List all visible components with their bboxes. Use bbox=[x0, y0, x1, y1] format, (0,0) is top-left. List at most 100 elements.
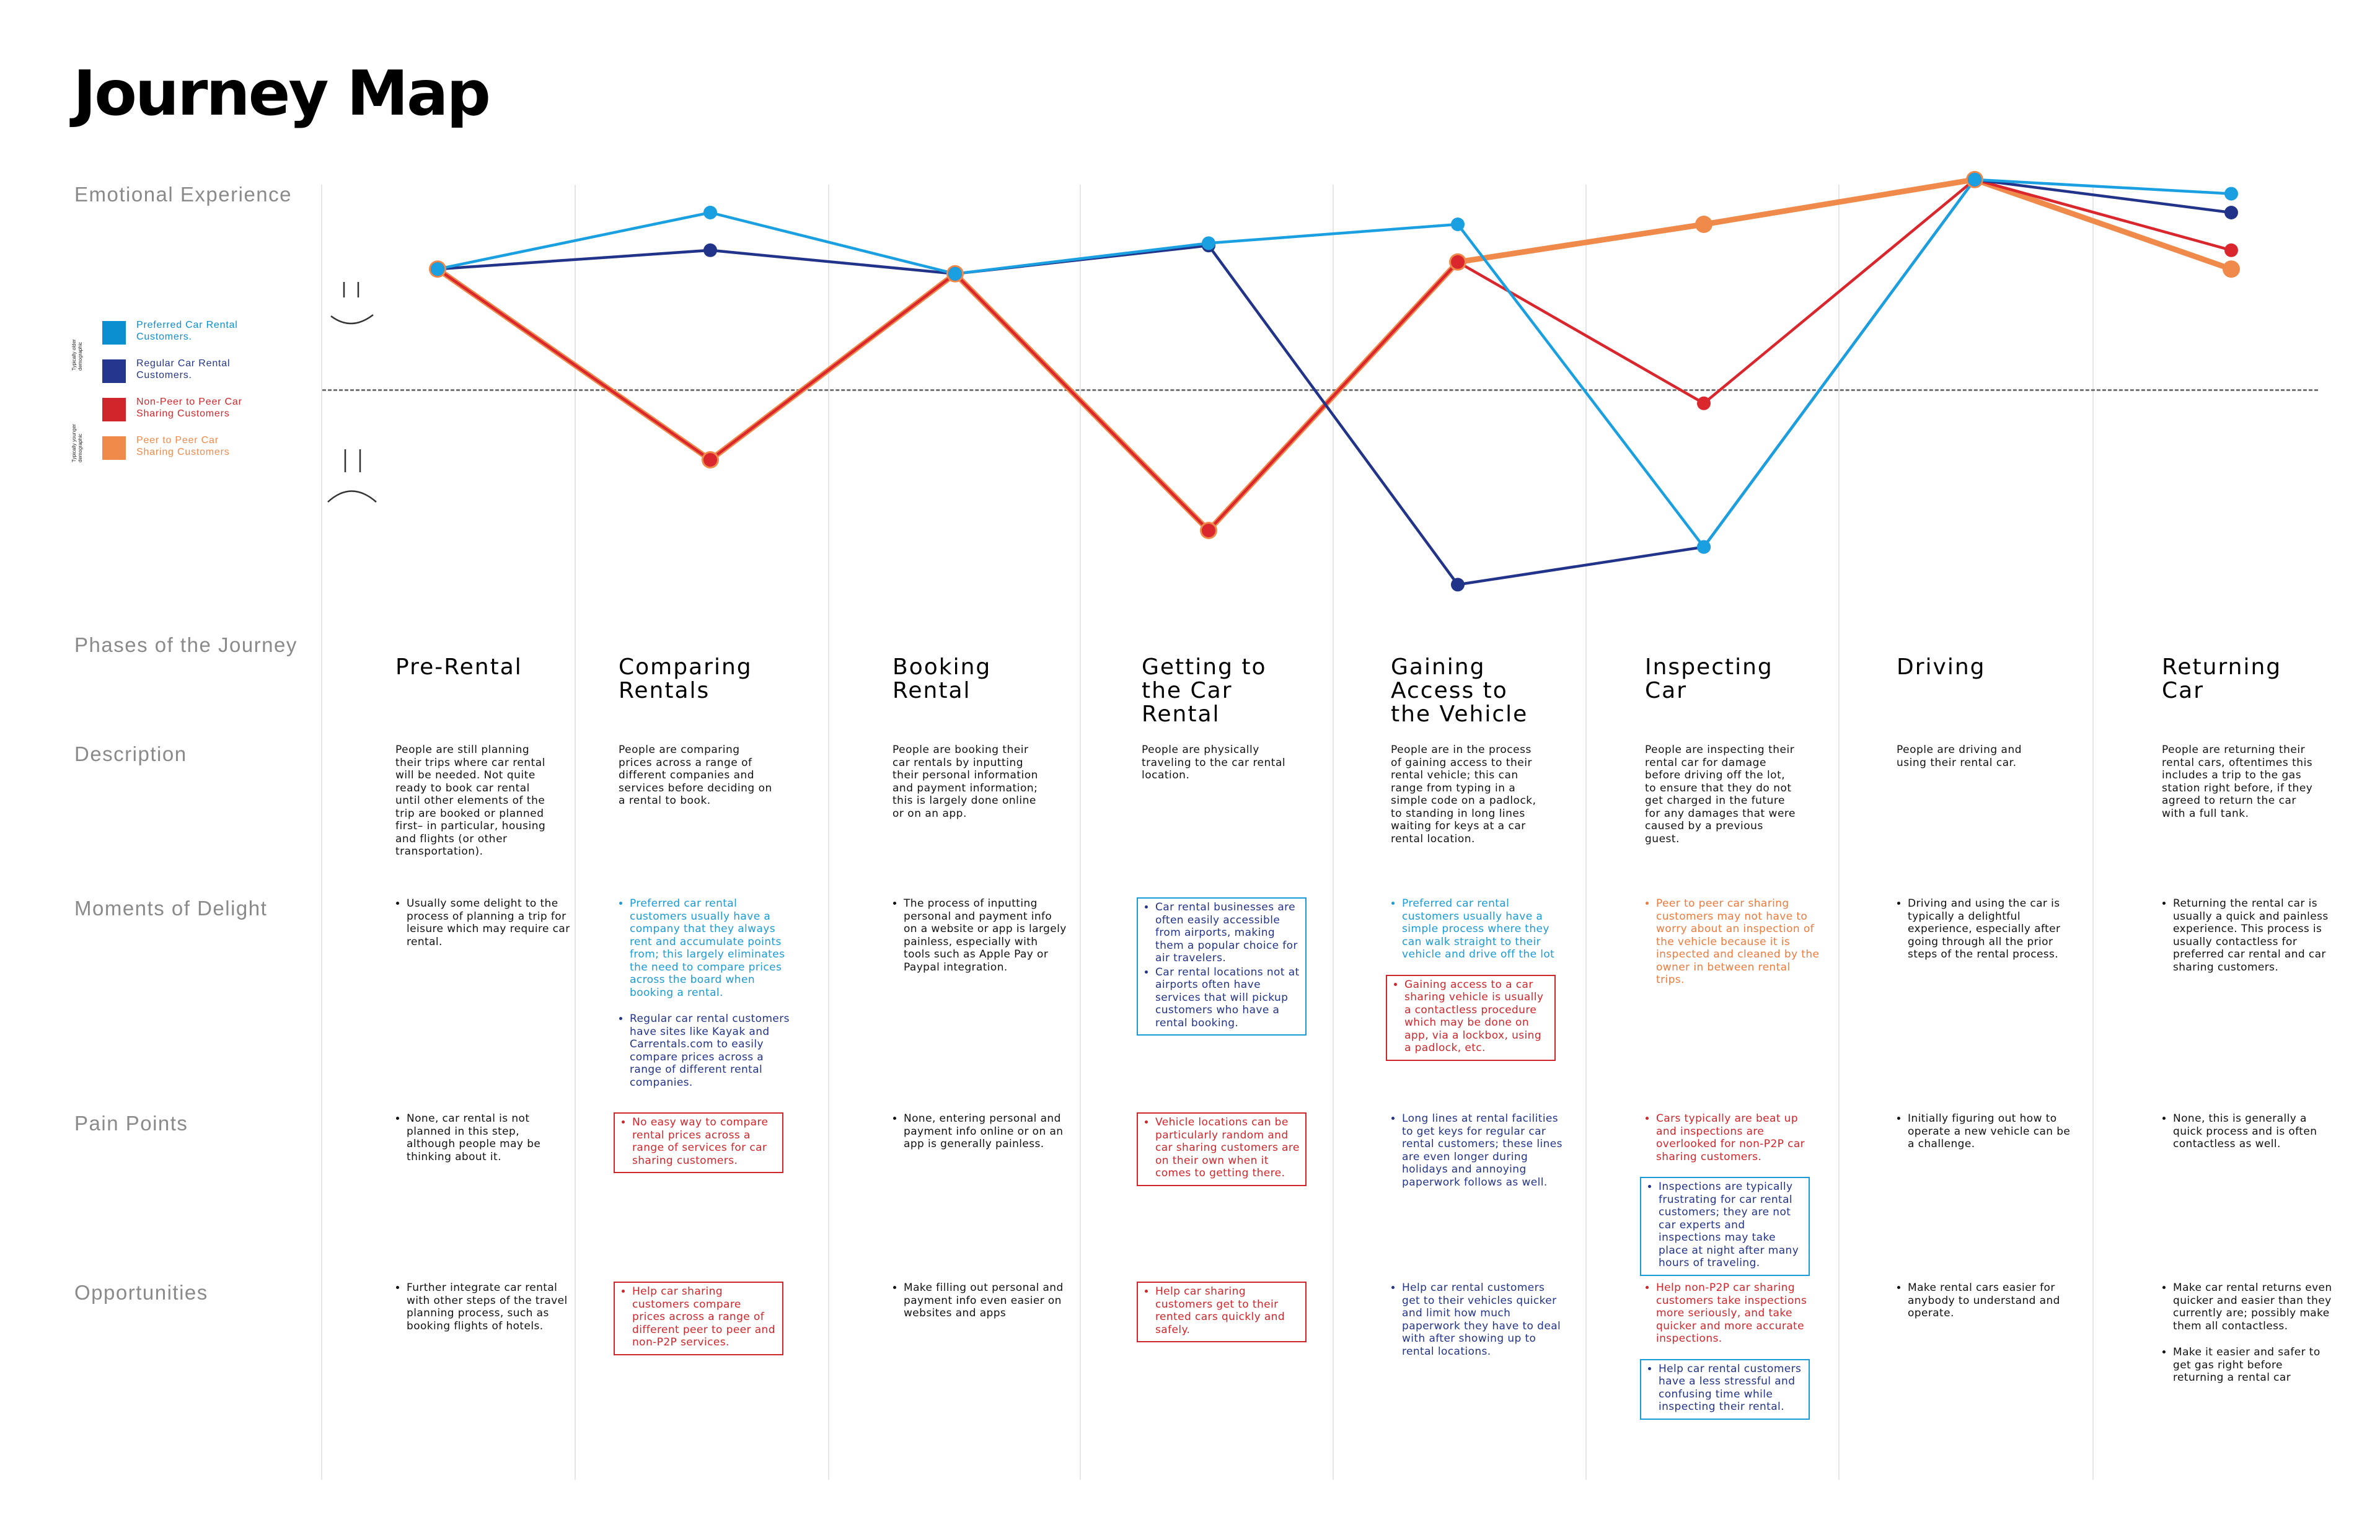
note: Preferred car rental customers usually h… bbox=[614, 897, 793, 999]
note: Help car rental customers get to their v… bbox=[1386, 1282, 1566, 1358]
bullet-item: Inspections are typically frustrating fo… bbox=[1659, 1181, 1804, 1270]
page-title: Journey Map bbox=[73, 57, 491, 130]
note-box: Help car sharing customers get to their … bbox=[1137, 1282, 1307, 1342]
legend-label: Preferred Car Rental Customers. bbox=[136, 319, 238, 343]
cell: Usually some delight to the process of p… bbox=[390, 897, 570, 962]
note-box: Inspections are typically frustrating fo… bbox=[1640, 1177, 1810, 1276]
bullet-item: Help car rental customers have a less st… bbox=[1659, 1363, 1804, 1414]
bullet-item: Gaining access to a car sharing vehicle … bbox=[1404, 979, 1549, 1055]
note-box: Car rental businesses are often easily a… bbox=[1137, 897, 1307, 1036]
data-point bbox=[1202, 524, 1215, 537]
bullet-item: Peer to peer car sharing customers may n… bbox=[1656, 897, 1820, 987]
column-divider bbox=[2092, 185, 2094, 1480]
emotional-experience-chart bbox=[429, 170, 2240, 592]
legend-label-line: Regular Car Rental bbox=[136, 358, 231, 369]
note: Help non-P2P car sharing customers take … bbox=[1640, 1282, 1820, 1345]
cell: Help car sharing customers get to their … bbox=[1137, 1282, 1316, 1356]
bullet-item: No easy way to compare rental prices acr… bbox=[632, 1116, 777, 1167]
sad-face-icon bbox=[325, 446, 378, 505]
row-label-pain: Pain Points bbox=[74, 1112, 188, 1135]
data-point bbox=[2224, 243, 2238, 257]
bullet-item: Make it easier and safer to get gas righ… bbox=[2173, 1346, 2337, 1384]
bullet-item: The process of inputting personal and pa… bbox=[904, 897, 1067, 974]
cell: Make car rental returns even quicker and… bbox=[2157, 1282, 2337, 1398]
note-box: No easy way to compare rental prices acr… bbox=[614, 1112, 783, 1173]
column-divider bbox=[321, 185, 322, 1480]
series-line bbox=[436, 178, 2232, 532]
legend-label: Regular Car Rental Customers. bbox=[136, 358, 230, 381]
bullet-item: Usually some delight to the process of p… bbox=[407, 897, 570, 948]
note: None, entering personal and payment info… bbox=[888, 1112, 1067, 1151]
data-point bbox=[1968, 172, 1981, 187]
column-divider bbox=[1080, 185, 1081, 1480]
legend-label-line: Preferred Car Rental bbox=[136, 320, 238, 330]
cell: Long lines at rental facilities to get k… bbox=[1386, 1112, 1566, 1202]
bullet-item: Car rental locations not at airports oft… bbox=[1155, 966, 1300, 1030]
note-box: Help car sharing customers compare price… bbox=[614, 1282, 783, 1355]
phase-title: Pre-Rental bbox=[395, 654, 522, 680]
cell: Preferred car rental customers usually h… bbox=[1386, 897, 1566, 1075]
note: Peer to peer car sharing customers may n… bbox=[1640, 897, 1820, 987]
legend-swatch bbox=[102, 436, 126, 460]
bullet-item: Make car rental returns even quicker and… bbox=[2173, 1282, 2337, 1332]
note-box: Help car rental customers have a less st… bbox=[1640, 1358, 1810, 1420]
cell: Returning the rental car is usually a qu… bbox=[2157, 897, 2337, 987]
legend-label: Non-Peer to Peer Car Sharing Customers bbox=[136, 396, 242, 420]
data-point bbox=[1451, 578, 1465, 592]
column-divider bbox=[1838, 185, 1840, 1480]
phase-description: People are driving and using their renta… bbox=[1897, 744, 2022, 769]
cell: Car rental businesses are often easily a… bbox=[1137, 897, 1316, 1049]
bullet-item: Initially figuring out how to operate a … bbox=[1908, 1112, 2071, 1151]
note: Usually some delight to the process of p… bbox=[390, 897, 570, 948]
cell: Further integrate car rental with other … bbox=[390, 1282, 570, 1346]
note: Preferred car rental customers usually h… bbox=[1386, 897, 1566, 961]
row-label-emotional: Emotional Experience bbox=[74, 183, 293, 206]
note-box: Vehicle locations can be particularly ra… bbox=[1137, 1112, 1307, 1186]
bullet-item: None, this is generally a quick process … bbox=[2173, 1112, 2337, 1151]
bullet-item: Help non-P2P car sharing customers take … bbox=[1656, 1282, 1820, 1345]
bullet-item: Help car rental customers get to their v… bbox=[1402, 1282, 1566, 1358]
note: Make rental cars easier for anybody to u… bbox=[1892, 1282, 2071, 1320]
note: Further integrate car rental with other … bbox=[390, 1282, 570, 1332]
note: Make filling out personal and payment in… bbox=[888, 1282, 1067, 1320]
bullet-item: Make filling out personal and payment in… bbox=[904, 1282, 1067, 1320]
data-point bbox=[703, 243, 717, 257]
data-point bbox=[948, 266, 962, 281]
legend-label: Peer to Peer Car Sharing Customers bbox=[136, 434, 230, 458]
cell: None, this is generally a quick process … bbox=[2157, 1112, 2337, 1164]
bullet-item: Make rental cars easier for anybody to u… bbox=[1908, 1282, 2071, 1320]
phase-description: People are in the process of gaining acc… bbox=[1391, 744, 1536, 845]
bullet-item: Preferred car rental customers usually h… bbox=[630, 897, 793, 999]
note: Make car rental returns even quicker and… bbox=[2157, 1282, 2337, 1332]
note: Driving and using the car is typically a… bbox=[1892, 897, 2071, 961]
cell: None, car rental is not planned in this … bbox=[390, 1112, 570, 1177]
note: Make it easier and safer to get gas righ… bbox=[2157, 1346, 2337, 1384]
phase-description: People are still planning their trips wh… bbox=[395, 744, 546, 858]
note: The process of inputting personal and pa… bbox=[888, 897, 1067, 974]
series-line bbox=[436, 177, 2232, 534]
note: Long lines at rental facilities to get k… bbox=[1386, 1112, 1566, 1189]
data-point bbox=[1697, 396, 1711, 410]
data-point bbox=[703, 206, 717, 219]
note-box: Gaining access to a car sharing vehicle … bbox=[1386, 974, 1556, 1061]
bullet-item: Driving and using the car is typically a… bbox=[1908, 897, 2071, 961]
cell: The process of inputting personal and pa… bbox=[888, 897, 1067, 987]
data-point bbox=[703, 453, 717, 467]
phase-title: Returning Car bbox=[2162, 654, 2282, 703]
phase-title: Driving bbox=[1897, 654, 1986, 680]
phase-title: Gaining Access to the Vehicle bbox=[1391, 654, 1528, 727]
legend-label-line: Non-Peer to Peer Car bbox=[136, 397, 242, 407]
phase-description: People are comparing prices across a ran… bbox=[619, 744, 772, 807]
note: Regular car rental customers have sites … bbox=[614, 1013, 793, 1089]
phase-description: People are booking their car rentals by … bbox=[892, 744, 1038, 820]
note: None, car rental is not planned in this … bbox=[390, 1112, 570, 1163]
legend-swatch bbox=[102, 321, 126, 345]
bullet-item: Car rental businesses are often easily a… bbox=[1155, 901, 1300, 965]
cell: Make filling out personal and payment in… bbox=[888, 1282, 1067, 1334]
phase-title: Inspecting Car bbox=[1645, 654, 1773, 703]
bullet-item: Long lines at rental facilities to get k… bbox=[1402, 1112, 1566, 1189]
data-point bbox=[1451, 218, 1465, 231]
data-point bbox=[1697, 540, 1711, 554]
legend-label-line: Customers. bbox=[136, 332, 192, 342]
bullet-item: Preferred car rental customers usually h… bbox=[1402, 897, 1566, 961]
